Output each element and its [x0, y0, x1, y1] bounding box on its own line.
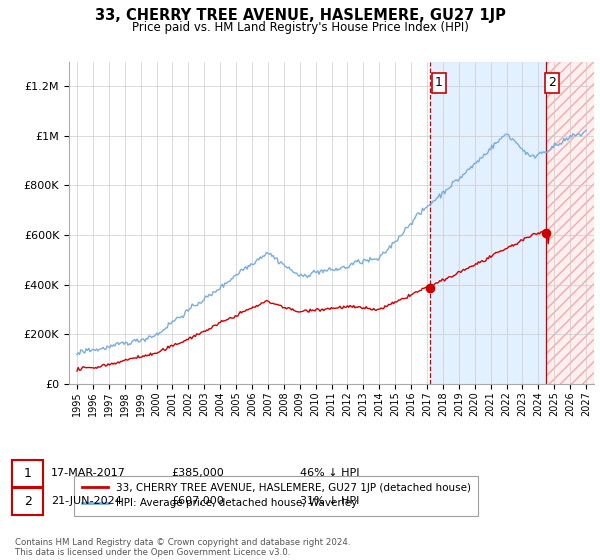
Text: 1: 1	[435, 77, 443, 90]
Text: 46% ↓ HPI: 46% ↓ HPI	[300, 468, 359, 478]
Text: £385,000: £385,000	[171, 468, 224, 478]
Text: £607,000: £607,000	[171, 496, 224, 506]
Text: 2: 2	[548, 77, 556, 90]
Bar	[430, 62, 546, 384]
Bar	[546, 62, 594, 384]
Text: 17-MAR-2017: 17-MAR-2017	[51, 468, 126, 478]
Text: Contains HM Land Registry data © Crown copyright and database right 2024.
This d: Contains HM Land Registry data © Crown c…	[15, 538, 350, 557]
Text: 33, CHERRY TREE AVENUE, HASLEMERE, GU27 1JP: 33, CHERRY TREE AVENUE, HASLEMERE, GU27 …	[95, 8, 505, 24]
Text: 1: 1	[23, 466, 32, 480]
Text: 2: 2	[23, 494, 32, 508]
Text: Price paid vs. HM Land Registry's House Price Index (HPI): Price paid vs. HM Land Registry's House …	[131, 21, 469, 34]
Text: 21-JUN-2024: 21-JUN-2024	[51, 496, 122, 506]
Text: 31% ↓ HPI: 31% ↓ HPI	[300, 496, 359, 506]
Bar	[546, 62, 594, 384]
Legend: 33, CHERRY TREE AVENUE, HASLEMERE, GU27 1JP (detached house), HPI: Average price: 33, CHERRY TREE AVENUE, HASLEMERE, GU27 …	[74, 476, 478, 516]
